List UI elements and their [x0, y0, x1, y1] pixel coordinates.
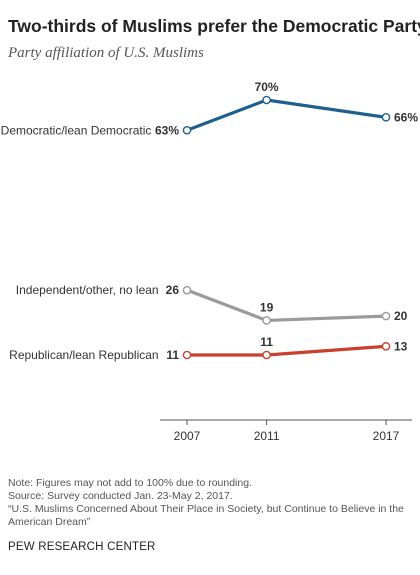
data-point — [262, 95, 271, 105]
series-line — [186, 98, 387, 132]
data-label: 13 — [394, 339, 408, 353]
data-point — [381, 342, 391, 351]
data-label: 70% — [255, 80, 279, 94]
series-name: Republican/lean Republican — [9, 348, 158, 362]
organization-name: PEW RESEARCH CENTER — [8, 541, 156, 553]
series-name: Democratic/lean Democratic — [1, 123, 152, 137]
data-point — [262, 316, 271, 325]
x-tick-label: 2017 — [373, 429, 400, 443]
data-label: 11 — [166, 348, 179, 362]
chart-notes: Note: Figures may not add to 100% due to… — [8, 477, 412, 529]
data-point — [381, 311, 391, 321]
report-title: “U.S. Muslims Concerned About Their Plac… — [8, 503, 404, 528]
series-line — [187, 344, 387, 357]
x-tick-label: 2011 — [254, 429, 280, 443]
chart-subtitle: Party affiliation of U.S. Muslims — [8, 45, 204, 61]
data-point — [381, 112, 391, 122]
series-line — [186, 288, 387, 323]
data-point — [262, 350, 271, 360]
data-label: 20 — [394, 309, 408, 323]
data-label: 63% — [155, 123, 179, 137]
data-label: 19 — [260, 300, 274, 314]
data-label: 66% — [394, 110, 418, 124]
data-point — [182, 285, 192, 295]
source-text: Source: Survey conducted Jan. 23-May 2, … — [8, 490, 233, 502]
data-point — [182, 350, 192, 360]
data-label: 26 — [166, 283, 180, 297]
data-point — [182, 125, 192, 135]
x-tick-label: 2007 — [174, 429, 201, 443]
note-text: Note: Figures may not add to 100% due to… — [8, 477, 252, 489]
series-name: Independent/other, no lean — [16, 283, 159, 297]
data-label: 11 — [260, 335, 273, 349]
chart-title: Two-thirds of Muslims prefer the Democra… — [8, 16, 420, 36]
